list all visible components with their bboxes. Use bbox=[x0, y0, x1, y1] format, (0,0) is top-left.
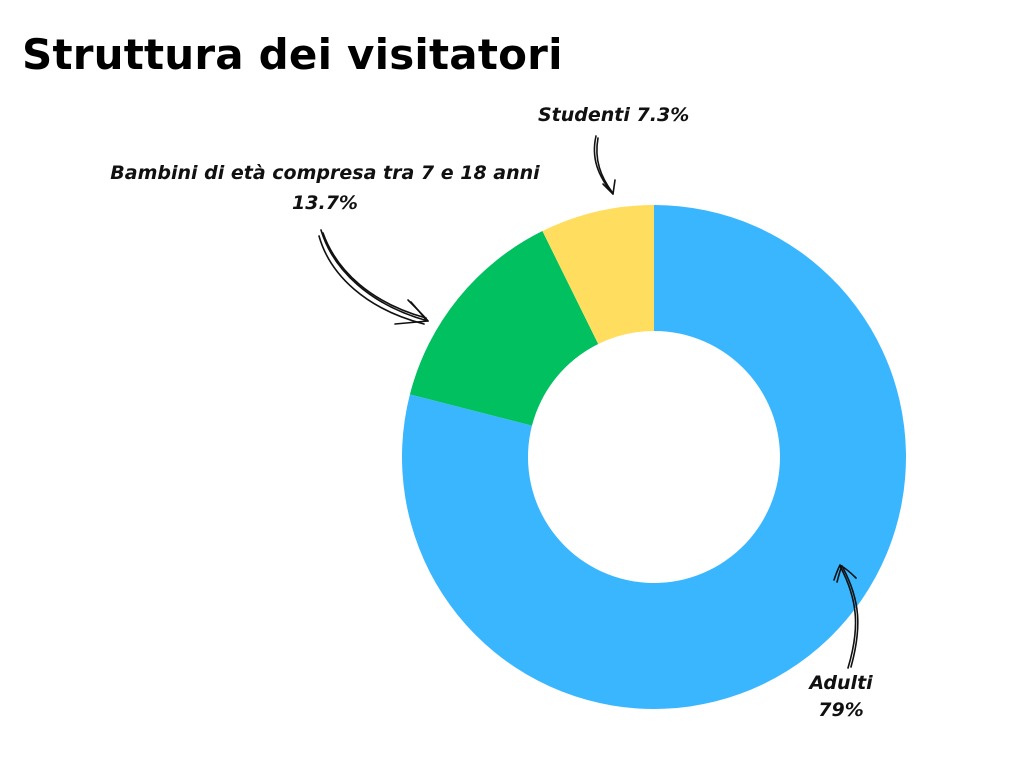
slice-bambini bbox=[409, 231, 599, 426]
label-bambini-value: 13.7% bbox=[292, 192, 358, 214]
chart-title: Struttura dei visitatori bbox=[22, 30, 563, 79]
label-studenti-value: 7.3% bbox=[636, 104, 690, 126]
slice-adulti bbox=[402, 205, 906, 709]
label-studenti-text: Studenti bbox=[538, 104, 637, 126]
label-bambini: Bambini di età compresa tra 7 e 18 anni … bbox=[90, 158, 560, 218]
label-adulti-value: 79% bbox=[818, 699, 864, 721]
label-adulti-text: Adulti bbox=[809, 672, 873, 694]
label-adulti: Adulti 79% bbox=[796, 670, 886, 724]
label-studenti: Studenti 7.3% bbox=[538, 100, 689, 130]
arrow-bambini bbox=[318, 229, 429, 325]
donut-slices bbox=[402, 205, 906, 709]
arrow-adulti bbox=[833, 564, 859, 669]
label-bambini-text: Bambini di età compresa tra 7 e 18 anni bbox=[110, 162, 540, 184]
slice-studenti bbox=[542, 205, 654, 345]
arrow-studenti bbox=[593, 135, 616, 195]
